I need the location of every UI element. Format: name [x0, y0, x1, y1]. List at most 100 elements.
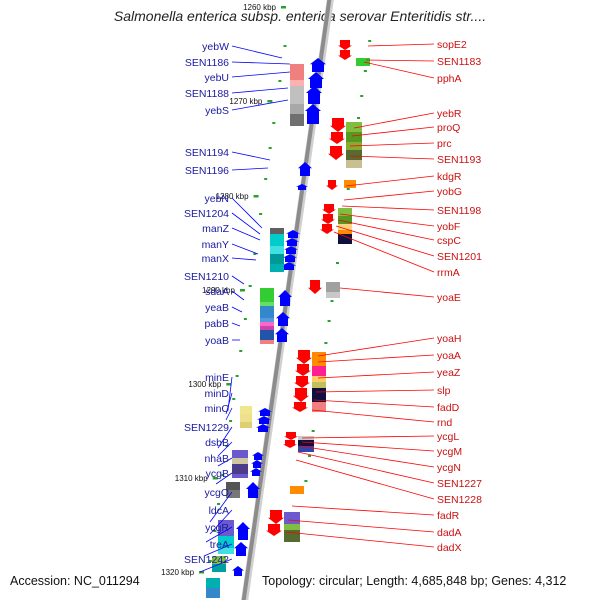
gene-label-dadX[interactable]: dadX — [437, 542, 462, 554]
gene-label-yeaB[interactable]: yeaB — [205, 302, 229, 314]
reverse-gene-arrow — [284, 432, 298, 440]
gene-leader-line — [225, 407, 233, 421]
tick-mark — [225, 445, 229, 447]
feature-block — [232, 474, 248, 478]
gene-label-minE[interactable]: minE — [205, 372, 229, 384]
reverse-gene-arrow — [308, 280, 322, 294]
gene-label-minC[interactable]: minC — [204, 403, 229, 415]
gene-label-yoaA[interactable]: yoaA — [437, 350, 461, 362]
feature-block — [270, 246, 284, 254]
gene-label-fadR[interactable]: fadR — [437, 510, 460, 522]
tick-mark — [363, 70, 367, 72]
gene-label-yebS[interactable]: yebS — [205, 105, 229, 117]
gene-label-kdgR[interactable]: kdgR — [437, 171, 462, 183]
gene-label-rrmA[interactable]: rrmA — [437, 267, 460, 279]
feature-block — [346, 160, 362, 168]
gene-leader-line — [215, 472, 233, 485]
feature-block — [290, 114, 304, 126]
gene-label-manY[interactable]: manY — [202, 239, 229, 251]
gene-label-SEN1196[interactable]: SEN1196 — [185, 165, 229, 177]
gene-label-SEN1186[interactable]: SEN1186 — [185, 57, 229, 69]
gene-leader-line — [301, 441, 435, 452]
gene-label-yobF[interactable]: yobF — [437, 221, 460, 233]
forward-gene-arrow — [246, 482, 260, 498]
gene-label-cspC[interactable]: cspC — [437, 235, 461, 247]
feature-block — [226, 482, 240, 490]
tick-mark — [221, 474, 225, 476]
gene-label-SEN1229[interactable]: SEN1229 — [184, 422, 229, 434]
gene-leader-line — [231, 275, 245, 285]
tick-mark — [360, 95, 364, 97]
gene-label-SEN1188[interactable]: SEN1188 — [185, 88, 229, 100]
gene-label-yoaE[interactable]: yoaE — [437, 292, 461, 304]
gene-label-ycgL[interactable]: ycgL — [437, 431, 459, 443]
reverse-gene-labels[interactable]: sopE2 SEN1183 pphA yebR proQ prc SEN1193 kdgR yo… — [285, 39, 482, 554]
gene-label-yobG[interactable]: yobG — [437, 186, 462, 198]
feature-block — [212, 556, 226, 564]
gene-label-ldcA[interactable]: ldcA — [209, 505, 229, 517]
gene-label-treA[interactable]: treA — [210, 539, 229, 551]
gene-label-fadD[interactable]: fadD — [437, 402, 460, 414]
gene-label-yebU[interactable]: yebU — [204, 72, 229, 84]
gene-label-ycgO[interactable]: ycgO — [204, 487, 229, 499]
gene-label-dadA[interactable]: dadA — [437, 527, 462, 539]
gene-label-SEN1204[interactable]: SEN1204 — [184, 208, 229, 220]
gene-label-SEN1242[interactable]: SEN1242 — [184, 554, 229, 566]
gene-label-SEN1228[interactable]: SEN1228 — [437, 494, 482, 506]
gene-label-yoaB[interactable]: yoaB — [205, 335, 229, 347]
gene-label-proQ[interactable]: proQ — [437, 122, 460, 134]
gene-label-minD[interactable]: minD — [204, 388, 229, 400]
gene-label-dsbB[interactable]: dsbB — [205, 437, 229, 449]
gene-label-prc[interactable]: prc — [437, 138, 452, 150]
reverse-gene-arrow — [328, 146, 344, 160]
gene-leader-line — [217, 426, 233, 449]
feature-block — [312, 382, 326, 388]
gene-label-ycgN[interactable]: ycgN — [437, 462, 461, 474]
gene-label-manZ[interactable]: manZ — [202, 223, 229, 235]
gene-label-SEN1194[interactable]: SEN1194 — [185, 147, 229, 159]
gene-label-pphA[interactable]: pphA — [437, 73, 462, 85]
accession-label: Accession: NC_011294 — [10, 574, 140, 588]
gene-label-yebW[interactable]: yebW — [202, 41, 229, 53]
gene-label-SEN1210[interactable]: SEN1210 — [184, 271, 229, 283]
gene-label-slp[interactable]: slp — [437, 385, 451, 397]
kbp-label: 1270 kbp — [229, 97, 262, 106]
feature-block — [298, 446, 314, 452]
feature-block — [312, 366, 326, 376]
gene-label-ycgB[interactable]: ycgB — [206, 468, 229, 480]
gene-label-SEN1183[interactable]: SEN1183 — [437, 56, 481, 68]
feature-block — [218, 548, 234, 554]
feature-block — [346, 122, 362, 132]
gene-leader-line — [231, 87, 289, 94]
gene-label-rnd[interactable]: rnd — [437, 417, 452, 429]
gene-label-SEN1193[interactable]: SEN1193 — [437, 154, 481, 166]
tick-mark — [259, 213, 263, 215]
gene-label-SEN1198[interactable]: SEN1198 — [437, 205, 481, 217]
gene-label-yeaZ[interactable]: yeaZ — [437, 367, 461, 379]
gene-label-nhaB[interactable]: nhaB — [204, 453, 229, 465]
gene-label-ycgR[interactable]: ycgR — [205, 522, 229, 534]
gene-label-sdaA[interactable]: sdaA — [205, 286, 229, 298]
tick-mark — [248, 285, 252, 287]
gene-label-SEN1227[interactable]: SEN1227 — [437, 478, 482, 490]
gene-label-yebR[interactable]: yebR — [437, 108, 462, 120]
gene-label-pabB[interactable]: pabB — [204, 318, 229, 330]
reverse-gene-arrow — [338, 50, 352, 60]
tick-mark — [217, 503, 221, 505]
tick-mark — [311, 430, 315, 432]
gene-label-yoaH[interactable]: yoaH — [437, 333, 462, 345]
forward-gene-labels[interactable]: yebW SEN1186 yebU SEN1188 yebS SEN1194 SEN1196… — [184, 41, 291, 573]
gene-label-manX[interactable]: manX — [202, 253, 229, 265]
gene-leader-line — [231, 167, 269, 171]
gene-label-yebN[interactable]: yebN — [204, 193, 229, 205]
topology-label: Topology: circular; Length: 4,685,848 bp… — [262, 574, 567, 588]
feature-block — [240, 406, 252, 414]
gene-label-sopE2[interactable]: sopE2 — [437, 39, 467, 51]
gene-label-SEN1201[interactable]: SEN1201 — [437, 251, 482, 263]
forward-gene-arrow — [282, 262, 296, 270]
kbp-label: 1290 kbp — [202, 286, 235, 295]
gene-leader-line — [343, 190, 435, 201]
feature-block — [312, 402, 326, 412]
gene-label-ycgM[interactable]: ycgM — [437, 446, 462, 458]
